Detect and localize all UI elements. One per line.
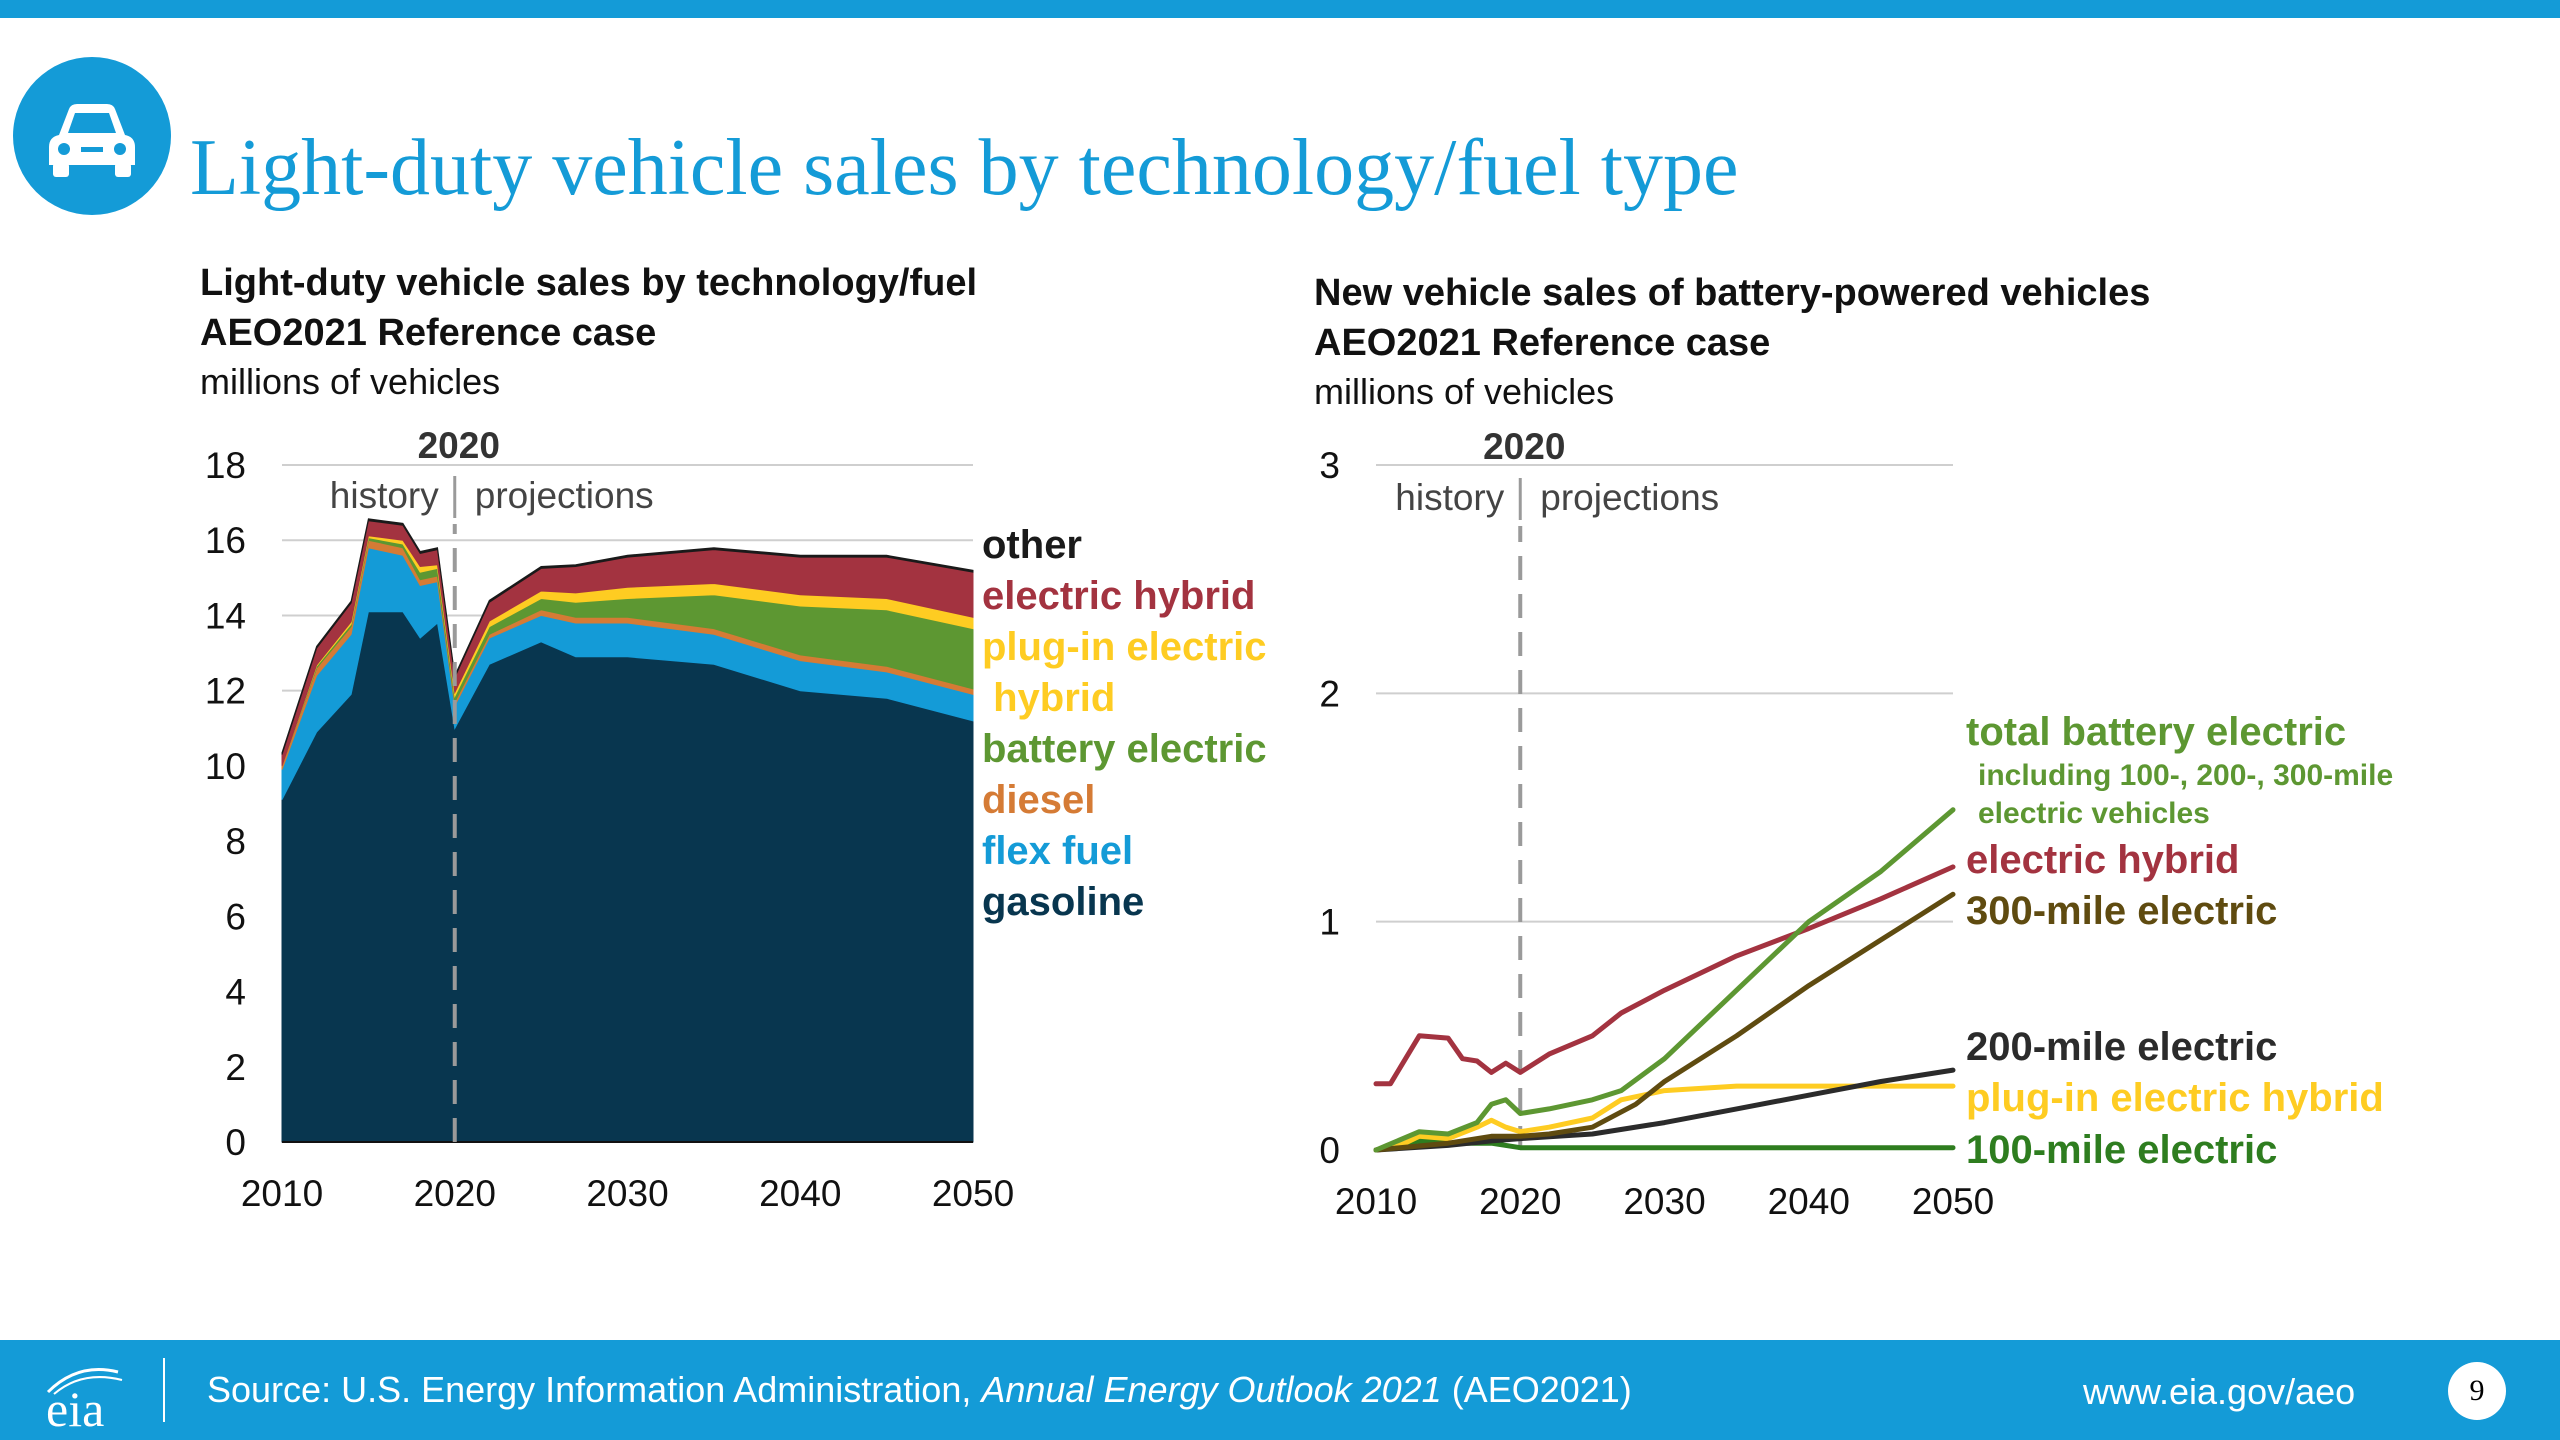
right-chart-title: New vehicle sales of battery-powered veh… [1314, 272, 2151, 314]
source-report-title: Annual Energy Outlook 2021 [981, 1369, 1442, 1410]
page-title: Light-duty vehicle sales by technology/f… [190, 124, 1739, 212]
source-prefix: Source: U.S. Energy Information Administ… [207, 1369, 982, 1410]
right-label-plug-in-electric-hybrid: plug-in electric hybrid [1966, 1076, 2384, 1120]
eia-logo-text: eia [46, 1381, 105, 1437]
right-divider-year-label: 2020 [1483, 426, 1565, 467]
left-x-tick-label: 2040 [759, 1173, 841, 1214]
right-line-300-mile-electric [1373, 891, 1956, 1153]
left-x-tick-label: 2020 [414, 1173, 496, 1214]
right-x-tick-label: 2020 [1479, 1181, 1561, 1222]
right-x-tick-label: 2010 [1335, 1181, 1417, 1222]
car-icon [13, 57, 171, 215]
right-history-label: history [1395, 477, 1504, 518]
left-chart-title: Light-duty vehicle sales by technology/f… [200, 262, 978, 304]
left-y-tick-label: 12 [205, 671, 246, 712]
right-line-plug-in-electric-hybrid [1373, 1083, 1956, 1153]
left-x-tick-label: 2010 [241, 1173, 323, 1214]
right-label-100-mile-electric: 100-mile electric [1966, 1128, 2277, 1172]
left-y-tick-label: 10 [205, 746, 246, 787]
left-legend-flex-fuel: flex fuel [982, 829, 1133, 873]
right-x-tick-label: 2030 [1623, 1181, 1705, 1222]
left-history-label: history [330, 475, 439, 516]
right-y-tick-label: 1 [1319, 902, 1340, 943]
footer-url-link[interactable]: www.eia.gov/aeo [2083, 1371, 2356, 1412]
left-legend-plug-in-electric-hybrid: plug-in electric hybrid [982, 625, 1267, 720]
page-number: 9 [2448, 1362, 2506, 1420]
right-y-tick-label: 2 [1319, 673, 1340, 714]
right-chart-unit: millions of vehicles [1314, 371, 1615, 412]
right-projections-label: projections [1540, 477, 1719, 518]
left-y-tick-label: 2 [225, 1047, 246, 1088]
eia-logo: eia [38, 1358, 133, 1434]
right-y-tick-label: 3 [1319, 445, 1340, 486]
left-y-tick-label: 0 [225, 1122, 246, 1163]
left-y-tick-label: 14 [205, 595, 246, 636]
right-label-note: electric vehicles [1978, 797, 2210, 830]
right-x-tick-label: 2050 [1912, 1181, 1994, 1222]
right-label-electric-hybrid: electric hybrid [1966, 838, 2239, 882]
left-y-tick-label: 6 [225, 896, 246, 937]
footer: eia Source: U.S. Energy Information Admi… [0, 1340, 2560, 1440]
left-projections-label: projections [475, 475, 654, 516]
source-citation: Source: U.S. Energy Information Administ… [207, 1370, 1632, 1410]
right-label-300-mile-electric: 300-mile electric [1966, 889, 2277, 933]
left-area-other [281, 518, 974, 755]
left-legend-diesel: diesel [982, 778, 1095, 822]
left-legend-gasoline: gasoline [982, 880, 1144, 924]
right-chart-header: New vehicle sales of battery-powered veh… [1314, 268, 2150, 416]
right-label-total-battery-electric: total battery electric [1966, 710, 2346, 754]
left-chart-unit: millions of vehicles [200, 361, 501, 402]
right-line-total-battery-electric [1373, 807, 1956, 1153]
left-chart-header: Light-duty vehicle sales by technology/f… [200, 258, 977, 406]
right-line-100-mile-electric [1373, 1138, 1956, 1153]
left-y-tick-label: 8 [225, 821, 246, 862]
left-chart-subtitle: AEO2021 Reference case [200, 312, 657, 354]
left-legend-battery-electric: battery electric [982, 727, 1267, 771]
right-label-note: including 100-, 200-, 300-mile [1978, 759, 2393, 792]
left-y-tick-label: 4 [225, 972, 246, 1013]
footer-divider [163, 1358, 165, 1422]
left-x-tick-label: 2030 [586, 1173, 668, 1214]
left-x-tick-label: 2050 [932, 1173, 1014, 1214]
right-x-tick-label: 2040 [1768, 1181, 1850, 1222]
top-accent-bar [0, 0, 2560, 18]
right-chart-subtitle: AEO2021 Reference case [1314, 322, 1771, 364]
right-line-electric-hybrid [1373, 864, 1956, 1087]
source-suffix: (AEO2021) [1441, 1369, 1632, 1410]
right-line-200-mile-electric [1373, 1067, 1956, 1153]
left-legend-other: other [982, 523, 1082, 567]
left-legend-electric-hybrid: electric hybrid [982, 574, 1255, 618]
left-y-tick-label: 18 [205, 445, 246, 486]
right-y-tick-label: 0 [1319, 1130, 1340, 1171]
right-label-200-mile-electric: 200-mile electric [1966, 1025, 2277, 1069]
left-divider-year-label: 2020 [418, 425, 500, 466]
left-y-tick-label: 16 [205, 520, 246, 561]
